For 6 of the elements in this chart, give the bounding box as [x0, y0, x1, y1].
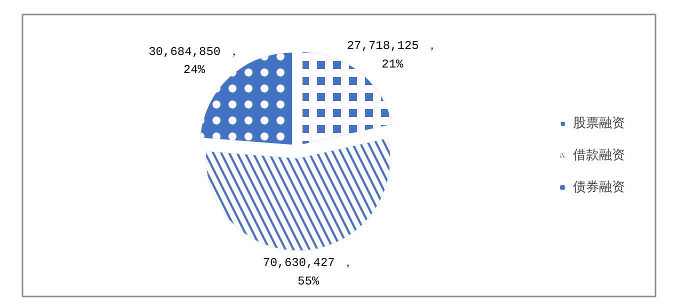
data-label: 30,684,850 ， 24%: [148, 44, 240, 78]
legend-label: 借款融资: [573, 147, 625, 164]
legend-label: 债券融资: [573, 179, 625, 196]
data-label: 70,630,427 ， 55%: [262, 256, 354, 288]
data-label: 27,718,125 ， 21%: [346, 39, 438, 72]
legend-label: 股票融资: [573, 115, 625, 132]
